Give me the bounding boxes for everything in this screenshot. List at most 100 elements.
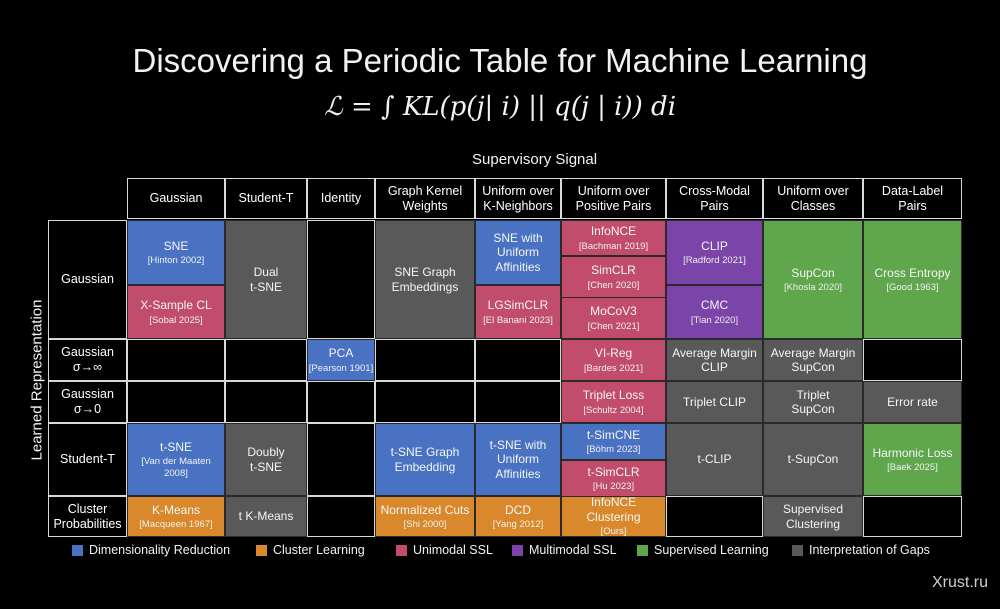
- cell-sne-graph: SNE Graph Embeddings: [375, 220, 475, 339]
- method-name: MoCoV3: [590, 304, 637, 319]
- cell-tkmeans: t K-Means: [225, 496, 307, 537]
- column-header-label: Gaussian: [149, 191, 203, 205]
- column-header-label: Student-T: [238, 191, 294, 205]
- cell-tsimclr: t-SimCLR [Hu 2023]: [561, 460, 666, 497]
- method-name: Supervised Clustering: [782, 502, 844, 531]
- column-header: Identity: [307, 178, 375, 219]
- method-name: InfoNCE Clustering: [586, 495, 641, 524]
- cell-sup-clustering: Supervised Clustering: [763, 496, 863, 537]
- method-name: Triplet Loss: [582, 388, 645, 403]
- method-name: Normalized Cuts: [380, 502, 470, 517]
- cell-tsupcon: t-SupCon: [763, 423, 863, 496]
- method-name: SimCLR: [591, 263, 636, 278]
- legend-item: Cluster Learning: [256, 543, 365, 557]
- cell-harmonic: Harmonic Loss [Baek 2025]: [863, 423, 962, 496]
- method-reference: [Ours]: [600, 526, 627, 538]
- cell-error-rate: Error rate: [863, 381, 962, 423]
- method-reference: [Bardes 2021]: [583, 362, 644, 374]
- empty-cell: [307, 496, 375, 537]
- method-name: SNE with Uniform Affinities: [493, 230, 543, 274]
- column-header: Uniform over Positive Pairs: [561, 178, 666, 219]
- method-reference: [Tian 2020]: [690, 314, 739, 326]
- row-header-label: Gaussian σ→0: [61, 387, 114, 416]
- method-name: t-SimCNE: [586, 427, 641, 442]
- method-name: CMC: [700, 298, 729, 313]
- method-name: t-SupCon: [787, 452, 839, 467]
- method-name: Triplet SupCon: [791, 387, 835, 416]
- legend-swatch: [396, 544, 407, 556]
- column-header: Uniform over K-Neighbors: [475, 178, 561, 219]
- row-header-label: Student-T: [60, 452, 115, 466]
- cell-doubly-tsne: Doubly t-SNE: [225, 423, 307, 496]
- row-header-label: Gaussian σ→∞: [61, 345, 114, 374]
- empty-cell: [307, 220, 375, 339]
- empty-cell: [863, 496, 962, 537]
- cell-mocov3: MoCoV3 [Chen 2021]: [561, 297, 666, 339]
- method-reference: [Good 1963]: [886, 282, 939, 293]
- method-name: t-CLIP: [697, 452, 732, 467]
- legend-item: Unimodal SSL: [396, 543, 493, 557]
- empty-cell: [475, 339, 561, 381]
- method-reference: [Böhm 2023]: [586, 444, 641, 455]
- column-header-label: Uniform over K-Neighbors: [482, 183, 554, 213]
- legend-label: Interpretation of Gaps: [809, 543, 930, 557]
- column-header-label: Identity: [320, 191, 362, 205]
- cell-xsample: X-Sample CL [Sobal 2025]: [127, 285, 225, 339]
- cell-clip: CLIP [Radford 2021]: [666, 220, 763, 285]
- empty-cell: [307, 423, 375, 496]
- method-name: InfoNCE: [590, 224, 637, 239]
- method-reference: [Sobal 2025]: [149, 314, 203, 326]
- watermark: Xrust.ru: [931, 574, 988, 591]
- method-name: Doubly t-SNE: [247, 445, 285, 474]
- empty-cell: [375, 339, 475, 381]
- cell-tsne: t-SNE [Van der Maaten 2008]: [127, 423, 225, 496]
- legend-item: Dimensionality Reduction: [72, 543, 230, 557]
- method-reference: [Pearson 1901]: [308, 362, 374, 374]
- empty-cell: [127, 381, 225, 423]
- method-reference: [Radford 2021]: [683, 255, 746, 266]
- method-reference: [Khosla 2020]: [783, 282, 843, 293]
- legend-swatch: [792, 544, 803, 556]
- legend-label: Unimodal SSL: [413, 543, 493, 557]
- legend-label: Supervised Learning: [654, 543, 769, 557]
- legend-label: Cluster Learning: [273, 543, 365, 557]
- row-header-label: Cluster Probabilities: [53, 501, 122, 531]
- legend-item: Interpretation of Gaps: [792, 543, 930, 557]
- legend-swatch: [72, 544, 83, 556]
- method-name: DCD: [505, 502, 531, 517]
- column-header: Uniform over Classes: [763, 178, 863, 219]
- cell-vireg: VI-Reg [Bardes 2021]: [561, 339, 666, 381]
- column-header: Student-T: [225, 178, 307, 219]
- cell-dual-tsne: Dual t-SNE: [225, 220, 307, 339]
- empty-cell: [863, 339, 962, 381]
- legend-swatch: [512, 544, 523, 556]
- method-name: t-SimCLR: [587, 464, 640, 479]
- empty-cell: [375, 381, 475, 423]
- cell-avg-margin-supcon: Average Margin SupCon: [763, 339, 863, 381]
- method-name: Triplet CLIP: [683, 394, 746, 409]
- method-name: t-SNE: [159, 439, 192, 454]
- method-name: VI-Reg: [594, 346, 633, 361]
- method-reference: [Van der Maaten 2008]: [141, 456, 211, 479]
- column-header-label: Uniform over Classes: [777, 183, 849, 213]
- cell-triplet-supcon: Triplet SupCon: [763, 381, 863, 423]
- empty-cell: [127, 339, 225, 381]
- method-reference: [Schultz 2004]: [583, 404, 644, 416]
- cell-cmc: CMC [Tian 2020]: [666, 285, 763, 339]
- method-name: t-SNE with Uniform Affinities: [489, 437, 547, 481]
- empty-cell: [666, 496, 763, 537]
- method-reference: [Hinton 2002]: [147, 255, 205, 266]
- method-name: Dual t-SNE: [249, 265, 282, 294]
- row-header: Cluster Probabilities: [48, 496, 127, 537]
- page-title: Discovering a Periodic Table for Machine…: [132, 42, 868, 79]
- method-name: Harmonic Loss: [872, 445, 953, 460]
- row-header-label: Gaussian: [61, 272, 114, 286]
- legend-swatch: [256, 544, 267, 556]
- cell-avg-margin-clip: Average Margin CLIP: [666, 339, 763, 381]
- method-name: CLIP: [701, 238, 728, 253]
- method-name: SNE Graph Embeddings: [391, 265, 459, 294]
- method-name: PCA: [328, 346, 354, 361]
- column-header: Graph Kernel Weights: [375, 178, 475, 219]
- method-name: Error rate: [887, 394, 938, 409]
- cell-lgsimclr: LGSimCLR [El Banani 2023]: [475, 285, 561, 339]
